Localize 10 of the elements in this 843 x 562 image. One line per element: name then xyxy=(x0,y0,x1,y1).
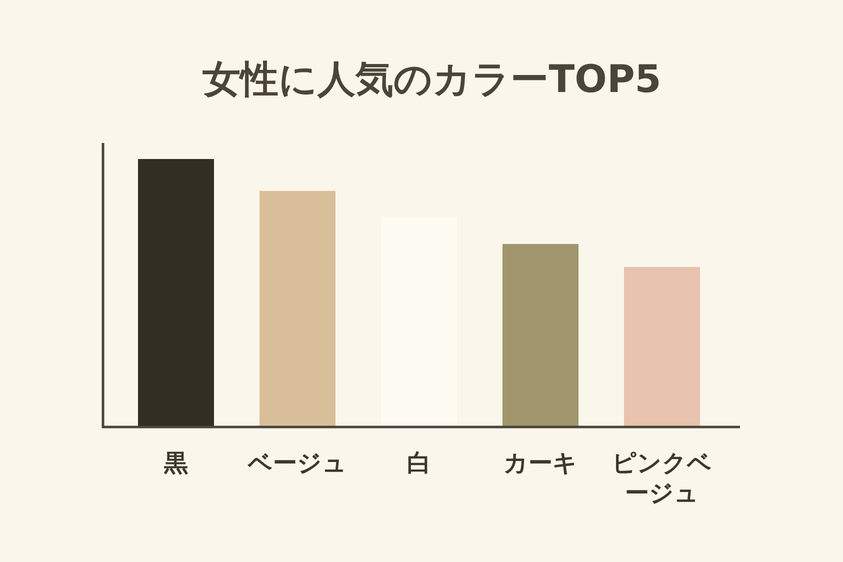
bar xyxy=(624,267,700,427)
x-tick-label: 白 xyxy=(406,448,432,478)
bar xyxy=(502,244,578,427)
bar xyxy=(138,159,214,427)
x-tick-label: ベージュ xyxy=(246,448,348,478)
chart-title: 女性に人気のカラーTOP5 xyxy=(202,57,662,101)
bar xyxy=(260,190,336,427)
x-tick-label: ピンクベージュ xyxy=(611,448,713,508)
x-tick-label: 黒 xyxy=(163,448,189,478)
x-tick-label: カーキ xyxy=(502,448,578,478)
